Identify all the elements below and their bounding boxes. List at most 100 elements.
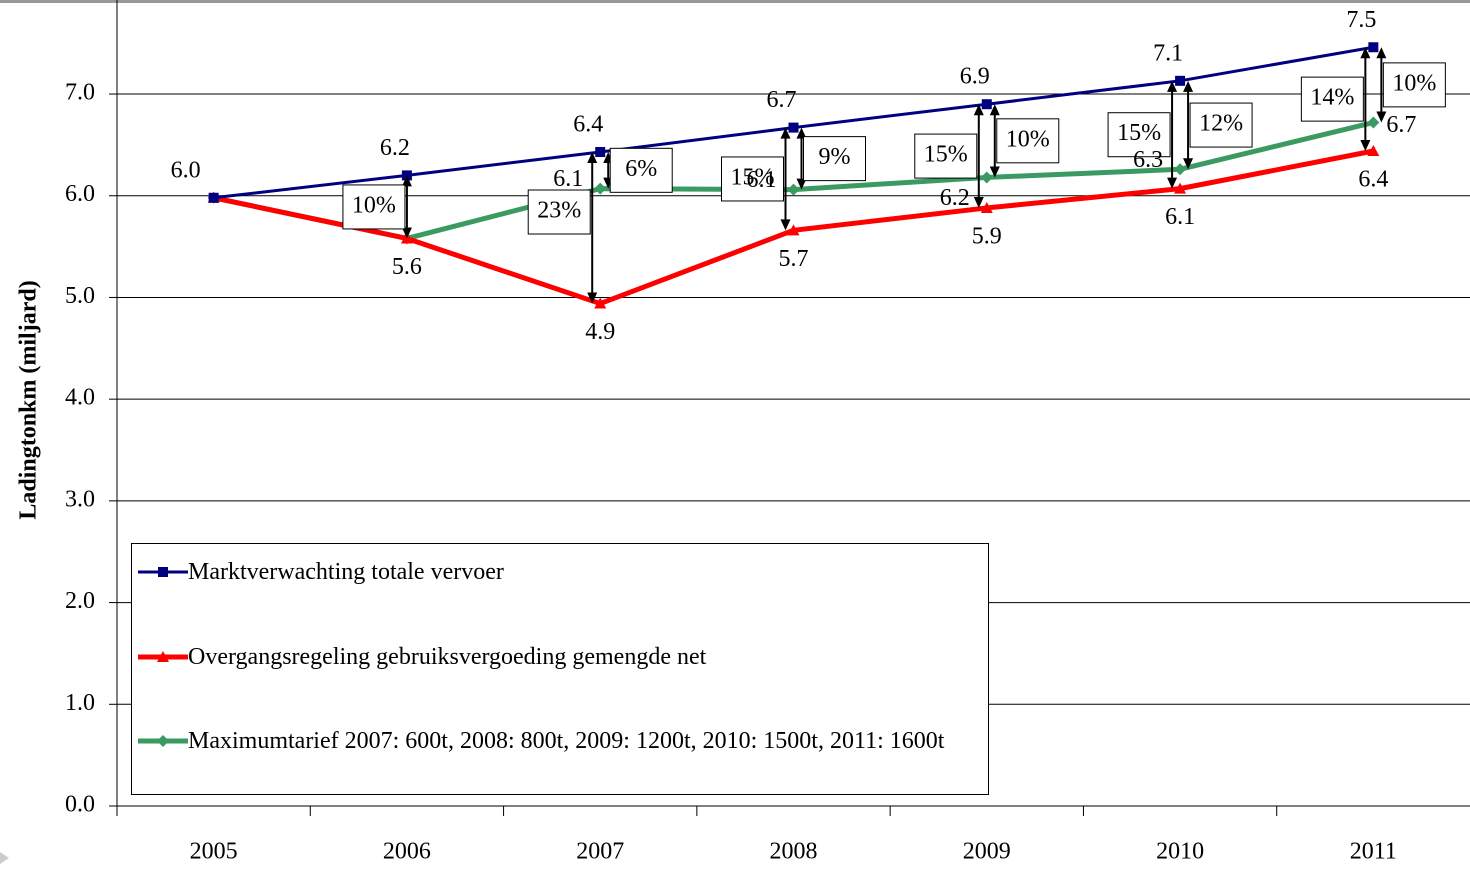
legend-entry: Overgangsregeling gebruiksvergoeding gem… (138, 641, 993, 673)
value-label: 5.7 (779, 246, 809, 272)
gap-label-box (1382, 62, 1446, 108)
y-tick-label: 6.0 (65, 181, 95, 207)
arrow-head (401, 227, 412, 239)
gap-label: 10% (1392, 70, 1436, 96)
value-label: 7.5 (1346, 7, 1376, 33)
arrow-head (973, 104, 984, 116)
gap-label: 15% (1117, 120, 1161, 146)
y-tick-label: 7.0 (65, 80, 95, 106)
marker (594, 182, 607, 195)
arrow-head (1360, 47, 1371, 59)
value-label: 6.4 (573, 112, 603, 138)
legend-swatch (138, 567, 188, 577)
y-tick-label: 3.0 (65, 486, 95, 512)
value-label: 6.0 (171, 157, 201, 183)
marker (981, 99, 992, 110)
marker (158, 567, 168, 577)
gap-label: 9% (819, 144, 851, 170)
marker (980, 201, 993, 213)
marker (1174, 182, 1187, 194)
value-label: 6.7 (1386, 112, 1416, 138)
legend-label: Marktverwachting totale vervoer (188, 559, 504, 585)
marker (787, 183, 800, 196)
x-tick-label: 2008 (770, 839, 818, 865)
arrow-head (1376, 111, 1387, 123)
marker (1368, 42, 1379, 53)
value-label: 6.1 (553, 166, 583, 192)
value-label: 5.6 (392, 254, 422, 280)
arrow-head (1360, 139, 1371, 151)
x-tick-label: 2011 (1350, 839, 1397, 865)
gap-label: 6% (625, 156, 657, 182)
marker (208, 192, 219, 203)
arrow-head (1376, 47, 1387, 59)
x-tick-label: 2010 (1156, 839, 1204, 865)
value-label: 6.4 (1358, 166, 1388, 192)
marker (157, 735, 169, 747)
arrow-head (401, 175, 412, 187)
y-tick-label: 0.0 (65, 792, 95, 818)
legend-label: Overgangsregeling gebruiksvergoeding gem… (188, 644, 707, 670)
marker (1367, 144, 1380, 156)
arrow-head (973, 196, 984, 208)
x-tick-label: 2009 (963, 839, 1011, 865)
arrow-head (587, 292, 598, 304)
arrow-head (1167, 177, 1178, 189)
gap-label: 15% (924, 142, 968, 168)
value-label: 6.7 (767, 87, 797, 113)
gap-label-box (342, 184, 406, 230)
y-tick-label: 5.0 (65, 283, 95, 309)
gap-label: 12% (1199, 111, 1243, 137)
legend: Marktverwachting totale vervoer Overgangs… (131, 543, 989, 795)
y-axis-label: Ladingtonkm (miljard) (16, 280, 42, 519)
marker (788, 122, 799, 133)
x-tick-label: 2007 (576, 839, 624, 865)
gap-label-box (1107, 112, 1171, 158)
gap-label: 10% (1006, 126, 1050, 152)
marker (1175, 75, 1186, 86)
gap-label-box (1189, 102, 1253, 148)
marker (787, 224, 800, 236)
marker (594, 297, 607, 309)
gap-label-box (803, 136, 866, 182)
gap-label-box (721, 156, 784, 202)
value-label: 7.1 (1153, 40, 1183, 66)
arrow-head (780, 127, 791, 139)
value-label: 4.9 (585, 319, 615, 345)
gap-label-box (527, 189, 591, 235)
gap-label: 15% (731, 164, 775, 190)
legend-label: Maximumtarief 2007: 600t, 2008: 800t, 20… (188, 728, 945, 754)
arrow-head (796, 127, 807, 139)
x-tick-label: 2005 (190, 839, 238, 865)
y-tick-label: 4.0 (65, 385, 95, 411)
marker (595, 147, 606, 158)
arrow-head (587, 152, 598, 164)
y-tick-label: 2.0 (65, 588, 95, 614)
legend-swatch (138, 735, 188, 747)
legend-entry: Maximumtarief 2007: 600t, 2008: 800t, 20… (138, 725, 993, 757)
arrow-head (989, 104, 1000, 116)
corner-mark (0, 852, 9, 864)
x-tick-label: 2006 (383, 839, 431, 865)
value-label: 5.9 (972, 223, 1002, 249)
legend-entry: Marktverwachting totale vervoer (138, 556, 993, 588)
value-label: 6.1 (747, 167, 777, 193)
arrow-head (1183, 158, 1194, 170)
marker (157, 651, 169, 662)
gap-label-box (609, 147, 673, 193)
arrow-head (1167, 80, 1178, 92)
legend-swatch (138, 651, 188, 662)
gap-label: 14% (1310, 85, 1354, 111)
value-label: 6.1 (1165, 204, 1195, 230)
gap-label-box (1300, 76, 1364, 122)
marker (1367, 116, 1380, 129)
gap-label-box (914, 133, 978, 179)
y-tick-label: 1.0 (65, 690, 95, 716)
gap-label: 23% (537, 198, 581, 224)
marker (980, 171, 993, 184)
arrow-head (1183, 80, 1194, 92)
arrow-head (989, 166, 1000, 178)
gap-label-box (996, 118, 1060, 164)
